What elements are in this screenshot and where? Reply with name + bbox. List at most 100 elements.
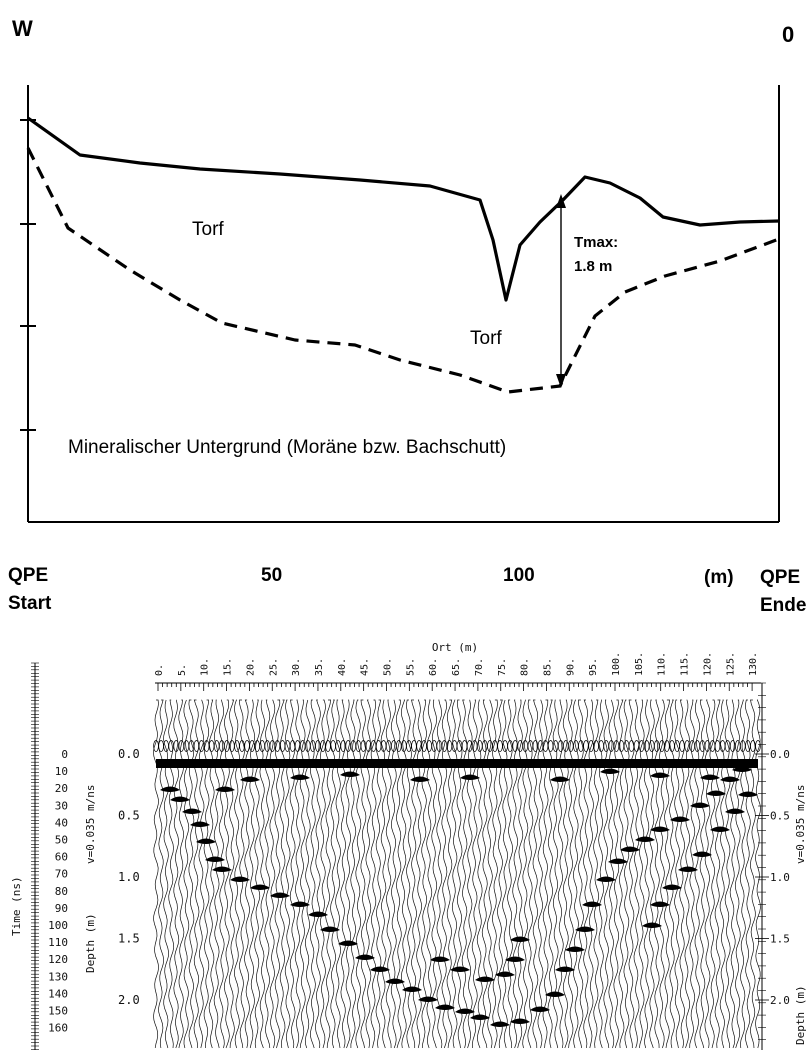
surface-wavelet — [689, 740, 695, 752]
radar-x-tick-label: 45. — [360, 658, 371, 676]
radar-trace — [299, 699, 306, 1049]
reflection-patch — [455, 1008, 475, 1014]
radar-reflections — [153, 740, 761, 1027]
reflection-patch — [575, 926, 595, 932]
radar-trace — [659, 699, 665, 1049]
radar-trace — [193, 699, 200, 1049]
time-axis-title: Time (ns) — [10, 876, 23, 936]
radar-trace — [213, 699, 220, 1049]
radar-trace — [633, 699, 640, 1049]
radar-trace — [552, 699, 559, 1049]
radar-trace — [406, 699, 412, 1049]
reflection-patch — [642, 922, 662, 928]
radar-trace — [466, 699, 473, 1049]
radar-trace — [375, 699, 382, 1049]
radar-trace — [542, 699, 549, 1049]
radar-trace — [679, 699, 685, 1049]
radar-trace — [203, 699, 210, 1048]
radar-trace — [689, 699, 696, 1049]
x-tick-50: 50 — [261, 565, 282, 586]
radar-trace — [562, 699, 569, 1049]
radar-x-tick-label: 65. — [451, 658, 462, 676]
radar-trace — [704, 699, 711, 1049]
radar-trace — [537, 699, 544, 1049]
surface-wavelet — [289, 740, 296, 752]
radar-x-tick-label: 105. — [634, 652, 645, 676]
radar-x-tick-label: 15. — [223, 658, 234, 676]
surface-wavelet — [330, 740, 336, 752]
reflection-patch — [355, 954, 375, 960]
reflection-patch — [470, 1014, 490, 1020]
reflection-patch — [555, 966, 575, 972]
radar-x-tick-label: 20. — [245, 658, 256, 676]
reflection-patch — [530, 1006, 550, 1012]
radar-trace — [547, 699, 554, 1049]
radar-trace — [593, 699, 600, 1049]
surface-wavelet — [745, 740, 751, 752]
radar-trace — [476, 699, 483, 1049]
radar-x-tick-label: 125. — [725, 652, 736, 676]
radar-x-tick-label: 100. — [611, 652, 622, 676]
radar-trace — [400, 699, 407, 1049]
surface-reflection-band — [156, 759, 758, 768]
surface-wavelet — [461, 740, 468, 752]
radar-trace — [395, 699, 402, 1049]
radar-trace — [234, 699, 240, 1049]
reflection-patch — [510, 936, 530, 942]
surface-wavelet — [229, 740, 235, 752]
radar-trace — [598, 699, 604, 1049]
radar-trace — [739, 699, 746, 1049]
reflection-patch — [692, 851, 712, 857]
radar-trace — [330, 699, 336, 1049]
reflection-patch — [290, 901, 310, 907]
surface-wavelet — [385, 740, 392, 752]
radar-trace — [734, 699, 741, 1049]
reflection-patch — [662, 884, 682, 890]
radar-trace — [714, 699, 721, 1049]
reflection-patch — [340, 771, 360, 777]
radar-x-tick-label: 70. — [474, 658, 485, 676]
surface-wavelet — [497, 740, 503, 752]
torf-label-left: Torf — [192, 219, 224, 240]
radar-trace — [340, 699, 347, 1049]
radar-trace — [385, 699, 392, 1049]
reflection-patch — [495, 971, 515, 977]
time-tick-label: 160 — [48, 1022, 68, 1035]
reflection-patch — [550, 776, 570, 782]
reflection-patch — [160, 786, 180, 792]
radar-trace — [669, 699, 675, 1049]
time-tick-label: 110 — [48, 936, 68, 949]
reflection-patch — [460, 774, 480, 780]
surface-wavelet — [724, 740, 731, 752]
reflection-patch — [565, 946, 585, 952]
depth-tick-label-left: 0.0 — [118, 747, 140, 761]
surface-wavelet — [249, 740, 255, 752]
radar-trace — [557, 699, 564, 1049]
radar-trace — [699, 699, 706, 1049]
radar-trace — [249, 699, 256, 1049]
radar-x-tick-label: 120. — [702, 652, 713, 676]
time-tick-label: 20 — [55, 782, 68, 795]
radar-trace — [456, 699, 463, 1049]
reflection-patch — [205, 856, 225, 862]
qpe-end-label-1: QPE — [760, 567, 800, 588]
velocity-label-right: v=0.035 m/ns — [794, 785, 807, 864]
surface-wavelet — [714, 740, 721, 752]
reflection-patch — [732, 766, 752, 772]
radar-trace — [527, 699, 534, 1049]
radargram: Ort (m) 0. 5. 10. 15. 20. 25. 30. 35. 40. 45. 50. 5… — [10, 641, 807, 1050]
radar-trace — [461, 699, 468, 1049]
radar-trace — [487, 699, 493, 1049]
radar-x-tick-label: 110. — [657, 652, 668, 676]
depth-axis-title-left: Depth (m) — [84, 913, 97, 973]
reflection-patch — [600, 768, 620, 774]
reflection-patch — [338, 940, 358, 946]
radar-trace — [567, 699, 574, 1049]
surface-wavelet — [305, 740, 311, 752]
radar-trace — [755, 699, 761, 1049]
radar-trace — [709, 699, 716, 1049]
radar-trace — [512, 699, 519, 1049]
radar-trace — [724, 699, 731, 1049]
